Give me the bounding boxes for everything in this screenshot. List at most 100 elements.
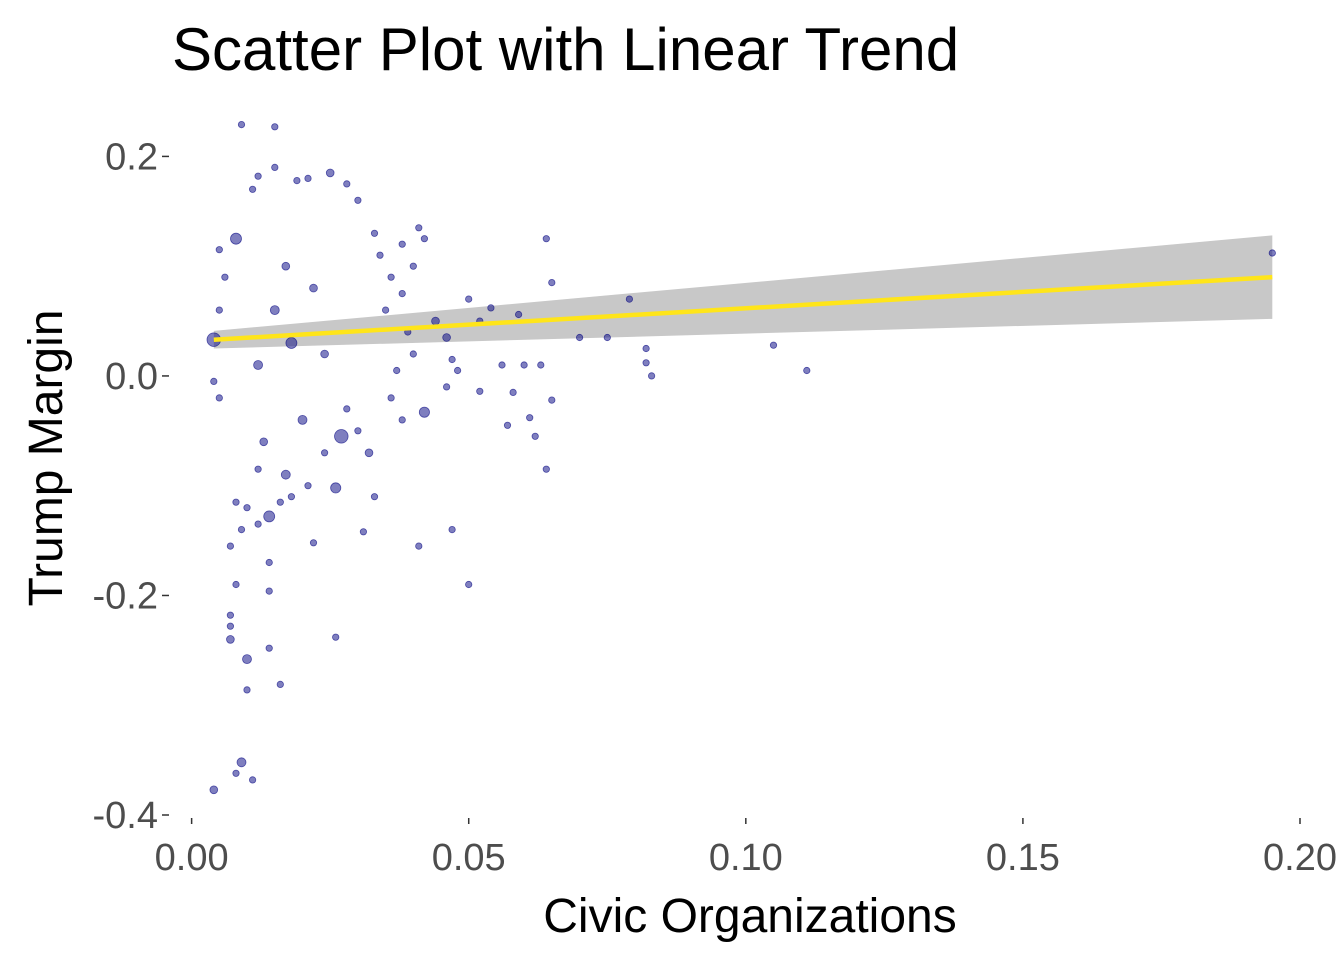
data-point — [243, 504, 251, 512]
data-point — [542, 235, 550, 243]
data-point — [265, 587, 273, 595]
data-point — [537, 361, 545, 369]
data-point — [232, 498, 240, 506]
data-point — [418, 406, 430, 418]
data-point — [465, 295, 473, 303]
y-axis: -0.4 -0.2 0.0 0.2 — [93, 136, 169, 837]
data-point — [442, 333, 451, 342]
data-point — [803, 366, 811, 375]
data-point — [354, 196, 362, 204]
y-tick-label: 0.0 — [105, 356, 158, 398]
data-point — [253, 360, 264, 370]
data-point — [603, 333, 611, 342]
data-point — [271, 123, 279, 131]
data-point — [548, 278, 556, 287]
data-point — [265, 644, 273, 652]
data-point — [215, 246, 223, 254]
data-point — [230, 232, 242, 245]
data-point — [276, 498, 284, 506]
data-point — [398, 416, 406, 424]
data-point — [359, 528, 367, 536]
data-point — [498, 361, 506, 369]
data-point — [387, 273, 395, 281]
data-point — [453, 366, 462, 375]
data-point — [769, 341, 778, 349]
data-point — [325, 168, 335, 178]
data-point — [280, 469, 291, 480]
data-point — [293, 177, 301, 185]
trend-line — [213, 274, 1273, 342]
data-point — [243, 686, 251, 694]
data-point — [237, 525, 246, 534]
data-point — [254, 520, 262, 528]
data-point — [330, 482, 342, 494]
data-point — [215, 394, 223, 402]
data-point — [226, 542, 234, 550]
data-point — [415, 224, 423, 232]
data-point — [215, 306, 223, 314]
x-axis-title: Civic Organizations — [543, 890, 956, 943]
data-point — [276, 680, 284, 689]
data-point — [442, 383, 451, 391]
data-point — [398, 289, 406, 298]
data-point — [526, 414, 534, 422]
y-tick-label: -0.2 — [93, 575, 158, 617]
data-point — [642, 344, 650, 353]
data-point — [376, 251, 384, 259]
x-axis: 0.00 0.05 0.10 0.15 0.20 — [155, 818, 1337, 879]
x-tick-label: 0.00 — [155, 837, 229, 879]
x-tick-label: 0.20 — [1263, 837, 1337, 879]
data-point — [343, 405, 351, 413]
data-point — [221, 273, 229, 281]
y-axis-title: Trump Margin — [20, 310, 73, 607]
data-point — [415, 542, 423, 550]
data-point — [354, 427, 362, 435]
data-point — [309, 539, 318, 547]
data-point — [542, 465, 550, 473]
data-point — [487, 304, 495, 312]
data-point — [381, 306, 390, 314]
data-point — [514, 310, 523, 319]
data-point — [271, 163, 279, 171]
data-point — [465, 580, 473, 589]
data-point — [448, 355, 456, 364]
data-point — [642, 359, 650, 367]
trend-line-layer — [213, 274, 1273, 342]
data-point — [226, 611, 234, 619]
data-point — [320, 349, 329, 359]
points-layer — [206, 121, 1276, 795]
y-tick-label: -0.4 — [93, 795, 158, 837]
data-point — [1268, 249, 1276, 257]
data-point — [320, 449, 329, 457]
data-point — [254, 172, 262, 180]
data-point — [304, 174, 312, 182]
chart-title: Scatter Plot with Linear Trend — [172, 16, 959, 83]
data-point — [210, 377, 218, 385]
data-point — [448, 525, 456, 534]
x-tick-label: 0.05 — [432, 837, 506, 879]
data-point — [398, 240, 406, 248]
data-point — [387, 394, 395, 402]
data-point — [226, 622, 234, 630]
data-point — [370, 493, 379, 501]
data-point — [269, 305, 280, 316]
data-point — [575, 333, 584, 342]
data-point — [548, 396, 556, 404]
data-point — [236, 757, 247, 768]
data-point — [281, 261, 291, 271]
data-point — [625, 295, 634, 303]
data-point — [332, 633, 340, 641]
data-point — [503, 421, 512, 429]
data-point — [259, 437, 269, 447]
data-point — [520, 361, 528, 369]
data-point — [409, 350, 417, 358]
data-point — [420, 235, 428, 243]
data-point — [509, 388, 517, 396]
data-point — [265, 558, 273, 567]
data-point — [249, 776, 257, 784]
data-point — [226, 635, 235, 644]
data-point — [304, 482, 312, 490]
data-point — [263, 510, 276, 523]
data-point — [254, 465, 262, 473]
